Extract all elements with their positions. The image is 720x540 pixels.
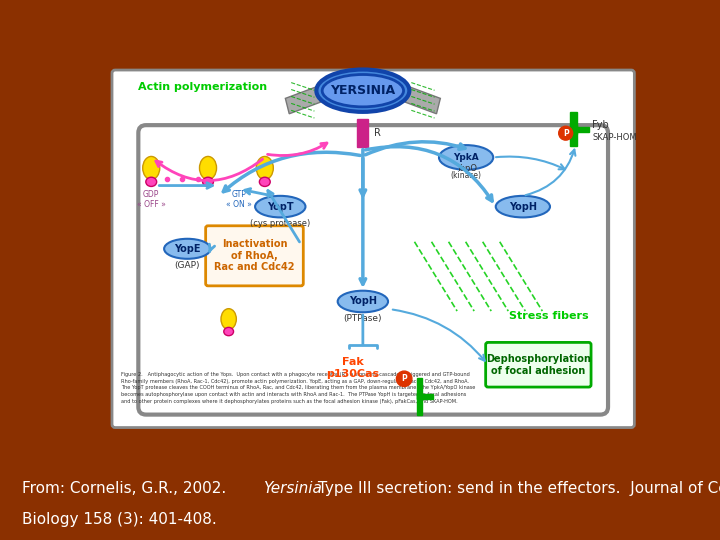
Text: Yersinia: Yersinia: [263, 481, 322, 496]
Text: YopE: YopE: [174, 244, 201, 254]
Text: P: P: [401, 374, 407, 383]
Circle shape: [397, 371, 412, 387]
Ellipse shape: [202, 177, 213, 186]
Text: (kinase): (kinase): [451, 171, 482, 180]
Text: P: P: [563, 129, 569, 138]
Bar: [417, 393, 423, 415]
Text: YopH: YopH: [349, 296, 377, 307]
Bar: [417, 378, 423, 400]
Ellipse shape: [143, 157, 160, 179]
Text: YERSINIA: YERSINIA: [330, 84, 395, 97]
Text: From: Cornelis, G.R., 2002.: From: Cornelis, G.R., 2002.: [22, 481, 235, 496]
Ellipse shape: [259, 177, 270, 186]
Text: (cys protease): (cys protease): [250, 219, 310, 228]
Ellipse shape: [255, 196, 305, 218]
Text: SKAP-HOM: SKAP-HOM: [592, 132, 636, 141]
Polygon shape: [405, 87, 441, 114]
Text: Inactivation
of RhoA,
Rac and Cdc42: Inactivation of RhoA, Rac and Cdc42: [215, 239, 294, 272]
Text: YopT: YopT: [267, 201, 294, 212]
Bar: [570, 125, 577, 146]
Bar: [357, 119, 369, 147]
FancyBboxPatch shape: [206, 226, 303, 286]
Text: R: R: [374, 128, 381, 138]
Text: GTP
« ON »: GTP « ON »: [226, 190, 252, 210]
Ellipse shape: [316, 70, 410, 112]
Ellipse shape: [256, 157, 274, 179]
Ellipse shape: [221, 309, 236, 329]
Text: (GAP): (GAP): [175, 261, 200, 270]
Text: Actin polymerization: Actin polymerization: [138, 82, 267, 92]
Bar: [570, 127, 589, 132]
Circle shape: [559, 126, 572, 140]
Ellipse shape: [322, 75, 403, 107]
Text: YopO: YopO: [456, 164, 477, 173]
FancyBboxPatch shape: [486, 342, 591, 387]
Text: GDP
« OFF »: GDP « OFF »: [137, 190, 166, 210]
Text: Fak
p130Cas: Fak p130Cas: [326, 357, 379, 379]
Bar: [570, 112, 577, 134]
Polygon shape: [285, 87, 320, 114]
Text: Figure 2.   Antiphagocytic action of the Yops.  Upon contact with a phagocyte re: Figure 2. Antiphagocytic action of the Y…: [121, 372, 476, 403]
Ellipse shape: [224, 327, 233, 336]
Text: YopH: YopH: [509, 201, 537, 212]
Ellipse shape: [496, 196, 550, 218]
Text: Stress fibers: Stress fibers: [509, 310, 588, 321]
Ellipse shape: [199, 157, 217, 179]
Bar: [417, 394, 433, 399]
Text: (PTPase): (PTPase): [343, 314, 382, 323]
Text: Dephosphorylation
of focal adhesion: Dephosphorylation of focal adhesion: [486, 354, 591, 375]
Ellipse shape: [164, 239, 211, 259]
Ellipse shape: [338, 291, 388, 312]
FancyBboxPatch shape: [112, 70, 634, 428]
Text: Type III secretion: send in the effectors.  Journal of Cell: Type III secretion: send in the effector…: [313, 481, 720, 496]
Text: YpkA: YpkA: [453, 153, 479, 162]
Text: Biology 158 (3): 401-408.: Biology 158 (3): 401-408.: [22, 512, 216, 527]
Text: Fyb: Fyb: [592, 120, 609, 131]
Ellipse shape: [146, 177, 157, 186]
Ellipse shape: [439, 145, 493, 170]
FancyBboxPatch shape: [138, 125, 608, 415]
